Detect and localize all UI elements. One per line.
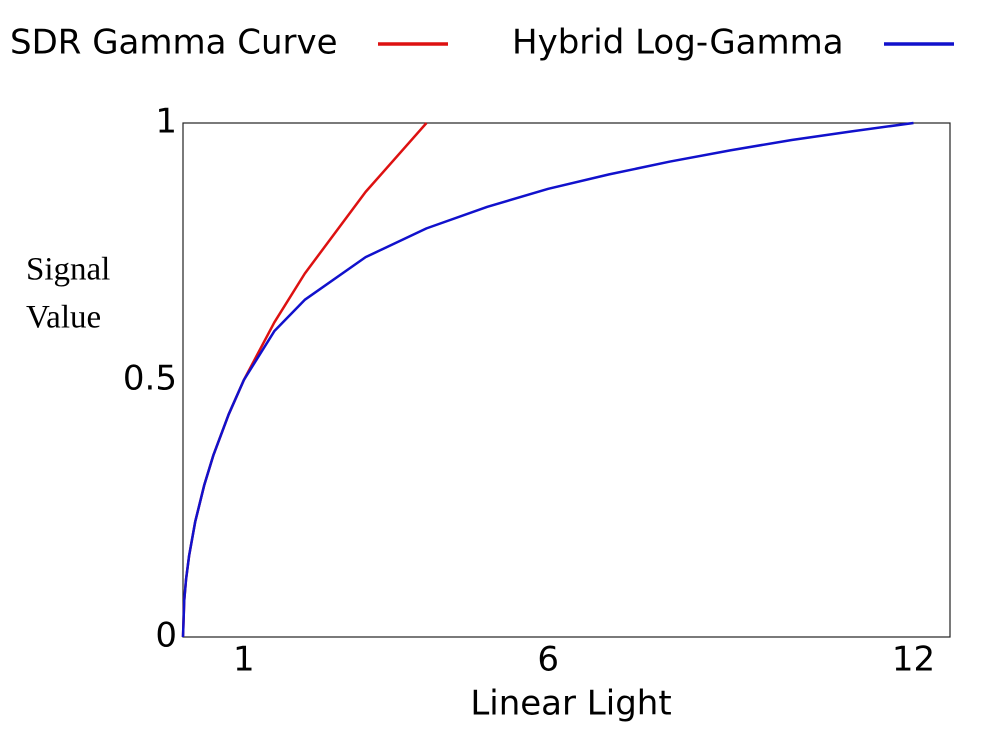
legend-label: SDR Gamma Curve: [10, 23, 338, 63]
series-line: [181, 121, 914, 638]
x-tick-label: 1: [233, 640, 255, 680]
y-tick-label: 0.5: [123, 359, 177, 399]
x-tick-label: 12: [892, 640, 935, 680]
y-tick-label: 1: [155, 102, 177, 142]
y-axis-label: Value: [26, 300, 101, 336]
series-line: [181, 122, 428, 638]
legend-label: Hybrid Log-Gamma: [512, 23, 844, 63]
x-tick-label: 6: [537, 640, 559, 680]
y-axis-label: Signal: [26, 252, 110, 288]
plot-frame: [182, 122, 951, 638]
x-axis-label: Linear Light: [470, 684, 671, 724]
y-tick-label: 0: [155, 616, 177, 656]
